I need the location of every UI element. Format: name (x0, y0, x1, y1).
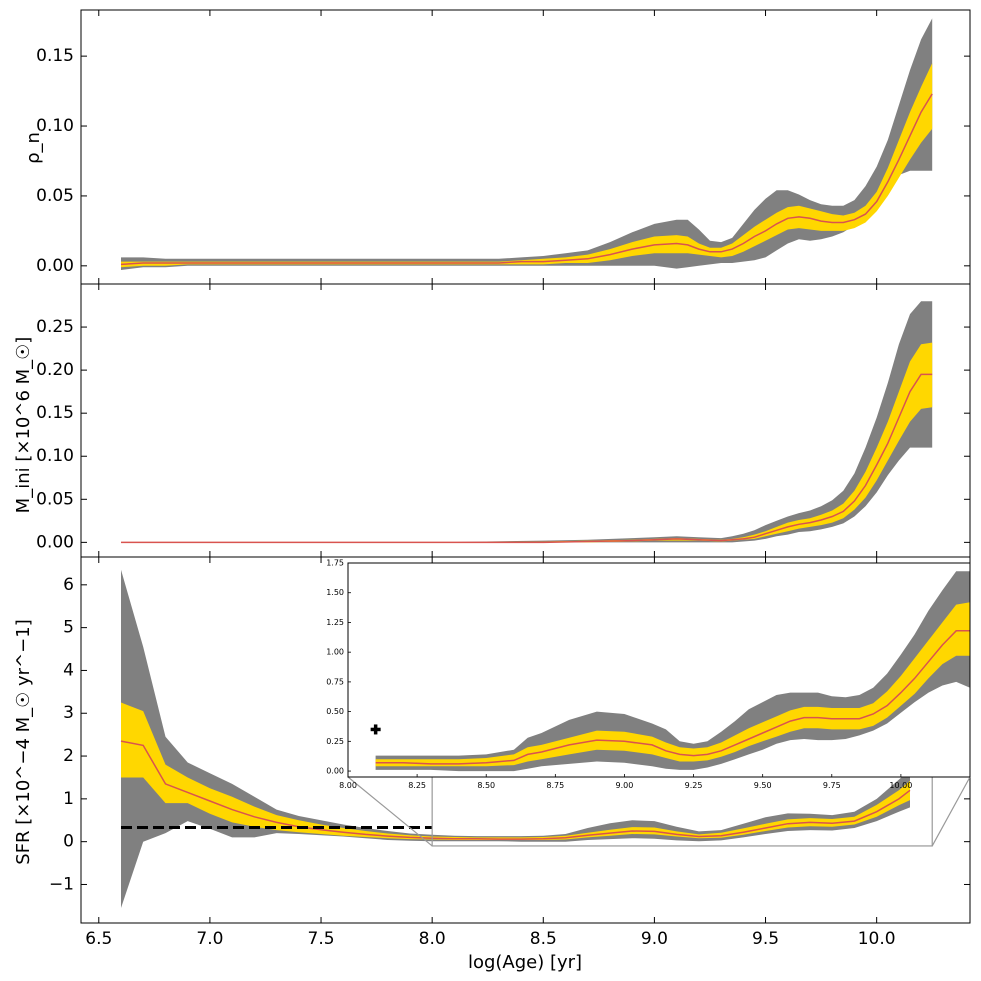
inset-y-tick-label: 1.50 (326, 588, 344, 597)
inner-band (121, 702, 910, 840)
x-tick-label: 8.5 (530, 929, 557, 949)
panel-sfr-inset: 0.00 0.25 0.50 0.75 1.00 1.25 1.50 1.75 8.00 8.25… (326, 559, 971, 790)
x-tick-label: 8.0 (419, 929, 446, 949)
inset-y-tick-label: 1.25 (326, 618, 344, 627)
x-tick-label: 7.5 (308, 929, 335, 949)
inset-y-tick-label: 0.50 (326, 707, 344, 716)
y-tick-label: 0.10 (36, 446, 74, 466)
x-axis-label: log(Age) [yr] (468, 952, 582, 973)
x-tick-label: 6.5 (85, 929, 112, 949)
inset-x-tick-label: 9.25 (685, 781, 703, 790)
inset-plus-marker (370, 724, 381, 735)
inset-connector-line (347, 776, 433, 847)
sfr-ylabel: SFR [×10^−4 M_☉ yr^−1] (13, 619, 34, 864)
inset-y-tick-label: 1.75 (326, 559, 344, 568)
x-tick-label: 9.0 (641, 929, 668, 949)
mini-ylabel: M_ini [×10^6 M_☉] (13, 337, 34, 514)
y-tick-label: 1 (63, 789, 74, 809)
y-tick-label: 0.25 (36, 317, 74, 337)
inset-x-tick-label: 8.75 (546, 781, 564, 790)
inset-x-tick-label: 9.75 (823, 781, 841, 790)
rho-ylabel: ρ_n (23, 132, 44, 164)
median-line (120, 740, 911, 840)
inset-x-tick-label: 8.50 (477, 781, 495, 790)
panel-rho: 0.00 0.05 0.10 0.15 (36, 9, 971, 285)
y-tick-label: 4 (63, 660, 74, 680)
panel-sfr: −1 0 1 2 3 4 5 6 6.5 7.0 7.5 8.0 8.5 9.0 9.5 10.0 (49, 556, 971, 949)
y-tick-label: 0.10 (36, 116, 74, 136)
y-tick-label: 0.05 (36, 489, 74, 509)
median-line (121, 373, 933, 544)
inset-x-tick-label: 8.25 (408, 781, 426, 790)
y-tick-label: 0.15 (36, 403, 74, 423)
y-tick-label: 0.00 (36, 256, 74, 276)
y-tick-label: 2 (63, 746, 74, 766)
inset-y-tick-label: 0.00 (326, 767, 344, 776)
inset-x-tick-label: 8.00 (339, 781, 357, 790)
y-tick-label: −1 (49, 874, 74, 894)
y-tick-label: 0.00 (36, 532, 74, 552)
median-line (120, 93, 933, 266)
y-tick-label: 6 (63, 575, 74, 595)
median-line (375, 630, 970, 765)
inset-y-tick-label: 0.25 (326, 737, 344, 746)
axes-frame (80, 9, 971, 285)
inset-frame (347, 562, 971, 778)
x-tick-label: 10.0 (858, 929, 896, 949)
y-tick-label: 0.05 (36, 186, 74, 206)
outer-band (121, 301, 933, 543)
y-tick-label: 5 (63, 618, 74, 638)
y-tick-label: 0.20 (36, 360, 74, 380)
y-tick-label: 3 (63, 703, 74, 723)
panel-mini: 0.00 0.05 0.10 0.15 0.20 0.25 (36, 283, 971, 558)
outer-band (121, 569, 910, 908)
inset-y-tick-label: 1.00 (326, 648, 344, 657)
y-tick-label: 0 (63, 832, 74, 852)
inset-connector-line (931, 776, 971, 847)
x-tick-label: 9.5 (752, 929, 779, 949)
inset-y-tick-label: 0.75 (326, 677, 344, 686)
x-tick-label: 7.0 (196, 929, 223, 949)
y-tick-label: 0.15 (36, 46, 74, 66)
inner-band (375, 602, 970, 767)
inset-x-tick-label: 9.50 (754, 781, 772, 790)
outer-band (121, 18, 933, 271)
inset-x-tick-label: 9.00 (616, 781, 634, 790)
inset-x-tick-label: 10.00 (889, 781, 912, 790)
